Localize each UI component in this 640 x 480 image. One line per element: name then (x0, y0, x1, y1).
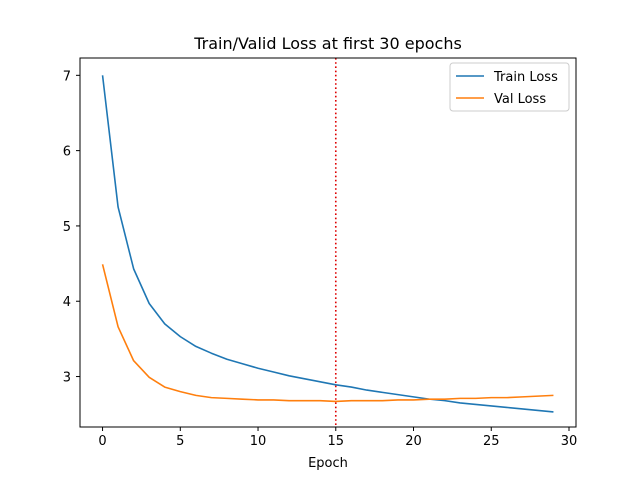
legend-label-0: Train Loss (493, 70, 558, 85)
x-tick-label: 30 (561, 434, 578, 449)
y-axis: 3 4 5 6 7 (63, 69, 80, 386)
x-tick-label: 20 (405, 434, 422, 449)
series-line-1 (101, 264, 554, 403)
legend-box (449, 62, 570, 112)
axes-frame (79, 57, 577, 428)
x-tick-label: 5 (176, 434, 184, 449)
x-tick-label: 0 (98, 434, 106, 449)
plot-area (101, 58, 554, 427)
x-tick-label: 10 (250, 434, 267, 449)
x-tick-label: 15 (328, 434, 345, 449)
legend: Train Loss Val Loss (449, 62, 570, 112)
chart-title: Train/Valid Loss at first 30 epochs (193, 34, 462, 53)
series-line-0 (101, 75, 554, 413)
legend-label-1: Val Loss (494, 92, 546, 107)
y-tick-label: 5 (63, 220, 71, 235)
x-tick-label: 25 (483, 434, 500, 449)
y-tick-label: 4 (63, 295, 71, 310)
y-tick-label: 6 (63, 145, 71, 160)
y-tick-label: 3 (63, 371, 71, 386)
x-axis-label: Epoch (308, 456, 348, 471)
x-axis: 0 5 10 15 20 25 30 (98, 427, 577, 449)
y-tick-label: 7 (63, 69, 71, 84)
